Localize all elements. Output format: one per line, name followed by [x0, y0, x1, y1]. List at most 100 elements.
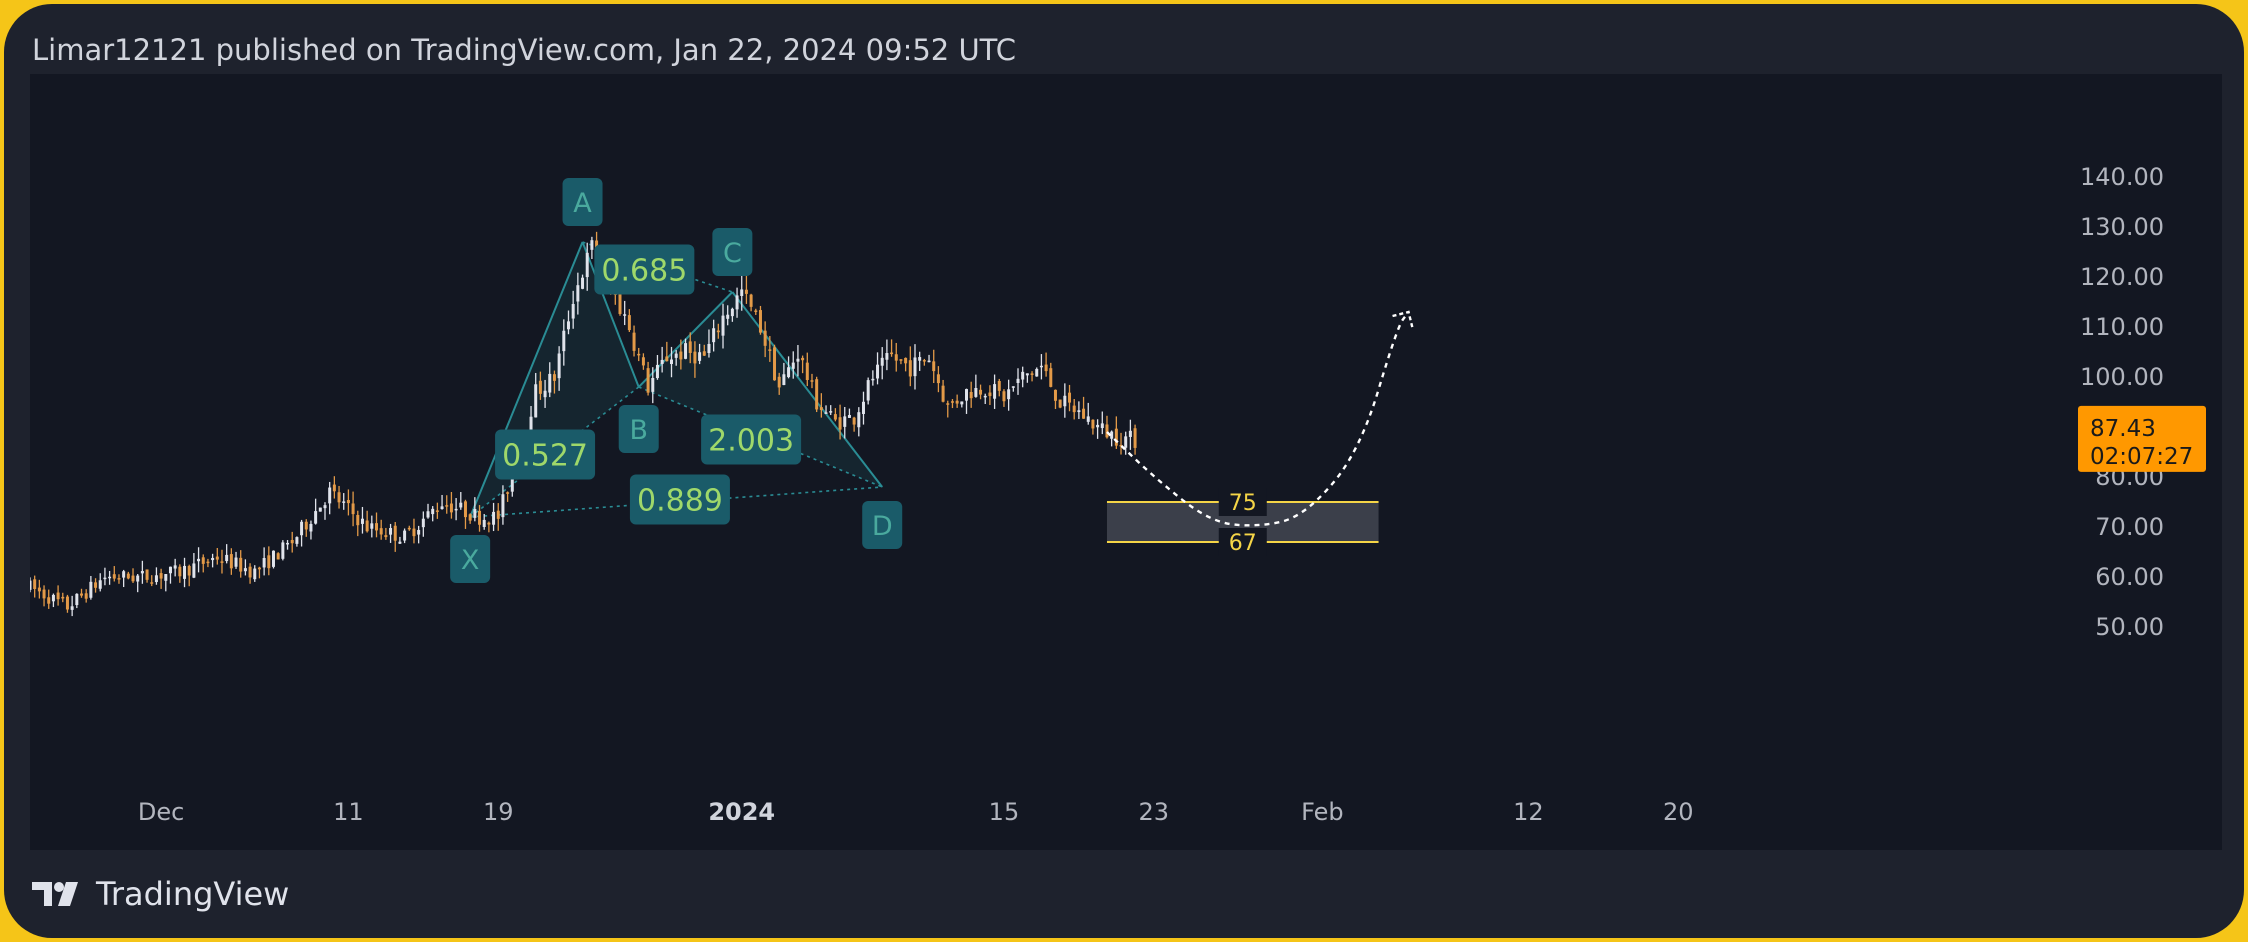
candle-body — [145, 569, 149, 580]
candle-body — [698, 352, 702, 361]
candle-body — [356, 514, 360, 526]
candle-body — [140, 571, 144, 574]
candle-body — [337, 492, 341, 503]
x-tick-label: Feb — [1301, 798, 1344, 826]
x-tick-label: 15 — [989, 798, 1020, 826]
candle-body — [178, 566, 182, 577]
candle — [623, 300, 627, 326]
y-tick-label: 50.00 — [2095, 613, 2164, 641]
candle — [974, 374, 978, 398]
candle-body — [1016, 378, 1020, 383]
candle — [145, 569, 149, 583]
candle — [857, 407, 861, 437]
candle — [295, 536, 299, 547]
candle — [173, 558, 177, 577]
candle — [98, 573, 102, 592]
candle — [468, 513, 472, 524]
candle-body — [229, 554, 233, 569]
pattern-point-x: X — [450, 535, 491, 583]
candle-body — [183, 565, 187, 579]
candle — [576, 272, 580, 315]
candle-body — [702, 351, 706, 356]
candle-body — [267, 555, 271, 569]
candle-body — [707, 343, 711, 353]
candle-body — [309, 523, 313, 532]
candle — [159, 568, 163, 589]
candle — [908, 346, 912, 387]
candle-body — [904, 357, 908, 364]
candle — [721, 303, 725, 349]
candle-body — [538, 380, 542, 394]
candle-body — [323, 505, 327, 509]
candle — [824, 405, 828, 414]
candle-body — [150, 582, 154, 584]
candle-body — [403, 530, 407, 541]
candle — [300, 519, 304, 547]
candle-body — [84, 593, 88, 599]
candle-body — [37, 587, 41, 592]
candle — [871, 370, 875, 386]
ratio-label-box — [594, 244, 695, 295]
candle-body — [112, 574, 116, 579]
candle-body — [627, 315, 631, 331]
y-tick-label: 110.00 — [2080, 313, 2164, 341]
candle — [988, 385, 992, 406]
candle-body — [936, 374, 940, 384]
candle — [267, 546, 271, 576]
candle-body — [562, 330, 566, 352]
candle — [454, 498, 458, 521]
candle — [960, 401, 964, 408]
candle-body — [435, 510, 439, 512]
candle — [1053, 389, 1057, 409]
candle-body — [773, 347, 777, 381]
candle — [262, 547, 266, 576]
candle-body — [1002, 391, 1006, 402]
candle — [346, 489, 350, 516]
candle — [243, 559, 247, 576]
candle — [80, 588, 84, 598]
zone-lower-label: 67 — [1218, 528, 1267, 556]
candle — [440, 494, 444, 510]
candle — [693, 341, 697, 378]
candle — [309, 520, 313, 540]
candle-body — [459, 502, 463, 508]
tradingview-logo-icon[interactable] — [32, 880, 84, 908]
candle — [206, 558, 210, 568]
candle — [997, 378, 1001, 397]
candle — [164, 574, 168, 592]
candle — [154, 567, 158, 585]
candle-body — [487, 522, 491, 525]
candle-body — [1096, 424, 1100, 428]
candle-body — [623, 314, 627, 316]
candle-body — [314, 511, 318, 524]
tradingview-brand[interactable]: TradingView — [96, 875, 290, 913]
chart-area[interactable]: 75 67 X A B C D 0.527 0.685 2.003 0.889 140.00 130… — [30, 74, 2222, 850]
candle-body — [30, 580, 32, 590]
candle — [417, 525, 421, 544]
leg-cd — [731, 291, 884, 488]
candle — [473, 497, 477, 522]
candle — [801, 355, 805, 374]
candle-body — [370, 523, 374, 529]
candle-body — [679, 351, 683, 360]
candle-body — [1063, 395, 1067, 407]
candle-body — [75, 593, 79, 606]
candle-body — [220, 561, 224, 563]
candle — [581, 274, 585, 290]
candle — [257, 566, 261, 579]
candle — [955, 394, 959, 408]
candle-body — [730, 308, 734, 317]
candle — [276, 552, 280, 560]
candle-body — [1030, 373, 1034, 375]
candle-body — [168, 566, 172, 574]
candle-body — [365, 520, 369, 532]
candle — [744, 274, 748, 304]
candle-body — [1082, 408, 1086, 419]
candle-body — [960, 401, 964, 405]
x-tick-label: Dec — [138, 798, 184, 826]
candle — [1114, 416, 1118, 449]
price-chart[interactable]: 75 67 X A B C D 0.527 0.685 2.003 0.889 140.00 130… — [30, 74, 2222, 850]
point-label-box — [862, 501, 903, 549]
candle-body — [379, 528, 383, 535]
candle-body — [94, 582, 98, 588]
